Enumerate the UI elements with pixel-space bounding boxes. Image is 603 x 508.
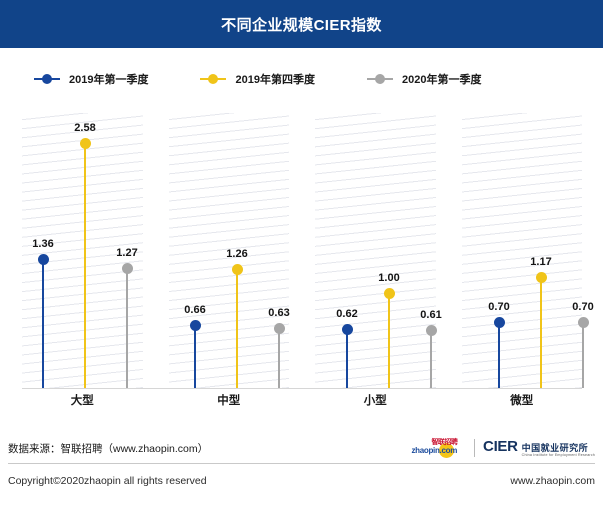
data-point[interactable]: 0.66 [174, 113, 216, 389]
x-tick-label: 中型 [217, 395, 241, 407]
header-bar: 不同企业规模CIER指数 [0, 0, 603, 48]
legend-dot-icon [200, 73, 227, 85]
x-tick-label: 微型 [510, 395, 534, 407]
copyright-text: Copyright©2020zhaopin all rights reserve… [8, 475, 207, 487]
zhaopin-logo-en: zhaopin.com [411, 446, 458, 455]
chart-legend: 2019年第一季度 2019年第四季度 2020年第一季度 [0, 66, 603, 92]
data-point[interactable]: 0.63 [258, 113, 300, 389]
stem-line [84, 143, 86, 388]
data-point-label: 1.26 [226, 247, 248, 260]
data-point-label: 2.58 [74, 122, 96, 135]
legend-label: 2019年第一季度 [69, 74, 149, 86]
data-point-label: 1.36 [32, 238, 54, 251]
data-point[interactable]: 1.36 [22, 113, 64, 389]
data-point-dot[interactable] [493, 316, 505, 328]
data-point-dot[interactable] [79, 138, 91, 150]
data-point-label: 0.61 [420, 309, 442, 322]
cier-logo: CIER 中国就业研究所 China Institute for Employm… [483, 438, 595, 458]
data-point-label: 1.27 [116, 246, 138, 259]
stem-line [42, 259, 44, 388]
data-point-label: 1.17 [530, 256, 552, 269]
data-point-dot[interactable] [231, 263, 243, 275]
source-row: 数据来源：智联招聘（www.zhaopin.com） 智联招聘 zhaopin.… [0, 434, 603, 462]
stem-line [430, 330, 432, 388]
data-point[interactable]: 1.17 [520, 113, 562, 389]
panel-background [315, 113, 436, 388]
legend-dot-icon [34, 73, 60, 85]
x-tick-label: 小型 [363, 395, 387, 407]
copyright-row: Copyright©2020zhaopin all rights reserve… [0, 470, 603, 492]
cier-name-cn: 中国就业研究所 [521, 443, 589, 453]
data-point-label: 0.70 [572, 300, 594, 313]
data-point[interactable]: 1.27 [106, 113, 148, 389]
cier-wordmark: CIER [483, 438, 518, 455]
data-point-dot[interactable] [341, 324, 353, 336]
data-point[interactable]: 1.26 [216, 113, 258, 389]
cier-name-en: China Institute for Employment Research [521, 453, 595, 457]
data-point-dot[interactable] [273, 323, 285, 335]
zhaopin-logo: 智联招聘 zhaopin.com [411, 438, 466, 458]
data-point[interactable]: 1.00 [368, 113, 410, 389]
data-point-dot[interactable] [425, 325, 437, 337]
x-axis-tick-labels: 大型 中型 小型 微型 [22, 392, 582, 412]
stem-line [540, 277, 542, 388]
stem-line [582, 321, 584, 388]
stem-line [126, 267, 128, 388]
data-point-label: 0.70 [488, 300, 510, 313]
data-point[interactable]: 0.62 [326, 113, 368, 389]
zhaopin-circle-icon [439, 443, 455, 458]
brand-divider [474, 439, 476, 457]
panel-background [168, 113, 289, 388]
data-point-label: 0.63 [268, 307, 290, 320]
website-text: www.zhaopin.com [510, 475, 595, 487]
brand-logos: 智联招聘 zhaopin.com CIER 中国就业研究所 China Inst… [411, 437, 595, 459]
stem-line [194, 325, 196, 388]
data-point[interactable]: 0.70 [478, 113, 520, 389]
stem-line [236, 268, 238, 388]
data-series-layer: 1.36 2.58 1.27 0.66 1.26 0.63 0.62 1.00 0.61 0.70… [22, 113, 594, 389]
chart-plot-area: 1.36 2.58 1.27 0.66 1.26 0.63 0.62 1.00 0.61 0.70… [22, 113, 594, 389]
page-title: 不同企业规模CIER指数 [221, 16, 382, 34]
data-point-label: 0.62 [336, 308, 358, 321]
stem-line [388, 293, 390, 388]
stem-line [498, 321, 500, 388]
x-tick-label: 大型 [70, 395, 94, 407]
data-point-dot[interactable] [535, 272, 547, 284]
panel-backgrounds [22, 113, 582, 388]
data-point-dot[interactable] [189, 320, 201, 332]
data-point-dot[interactable] [37, 254, 49, 266]
series-group: 0.66 1.26 0.63 [174, 113, 300, 389]
data-source-text: 数据来源：智联招聘（www.zhaopin.com） [8, 442, 209, 455]
stem-line [278, 328, 280, 388]
data-point[interactable]: 0.61 [410, 113, 452, 389]
legend-dot-icon [366, 73, 393, 85]
data-point-dot[interactable] [577, 316, 589, 328]
stem-line [346, 329, 348, 388]
zhaopin-logo-cn: 智联招聘 [431, 439, 458, 446]
panel-background [461, 113, 582, 388]
x-axis-line [22, 388, 582, 389]
series-group: 0.70 1.17 0.70 [478, 113, 603, 389]
data-point-dot[interactable] [121, 262, 133, 274]
data-point-label: 1.00 [378, 272, 400, 285]
legend-label: 2019年第四季度 [235, 74, 315, 86]
data-point[interactable]: 0.70 [562, 113, 603, 389]
legend-label: 2020年第一季度 [401, 74, 482, 86]
series-group: 1.36 2.58 1.27 [22, 113, 148, 389]
data-point[interactable]: 2.58 [64, 113, 106, 389]
data-point-label: 0.66 [184, 304, 206, 317]
footer-divider [8, 463, 595, 464]
legend-item-q1-2019[interactable]: 2019年第一季度 [34, 71, 148, 87]
legend-item-q1-2020[interactable]: 2020年第一季度 [366, 71, 482, 87]
legend-item-q4-2019[interactable]: 2019年第四季度 [200, 71, 315, 87]
series-group: 0.62 1.00 0.61 [326, 113, 452, 389]
data-point-dot[interactable] [383, 288, 395, 300]
cier-subtitle-group: 中国就业研究所 China Institute for Employment R… [522, 443, 595, 458]
